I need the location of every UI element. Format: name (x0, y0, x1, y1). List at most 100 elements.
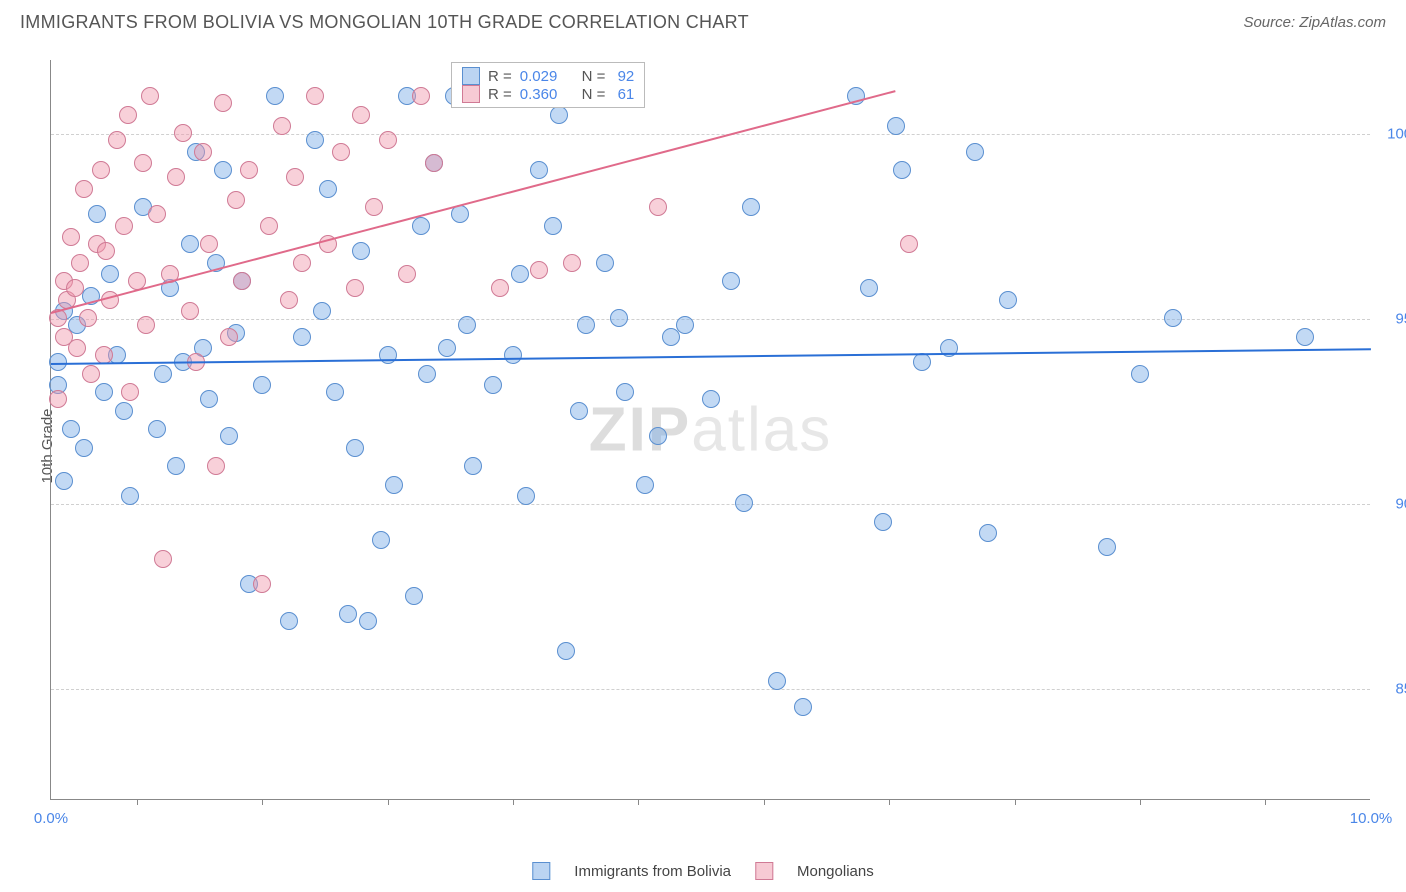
x-tick-mark (1265, 799, 1266, 805)
scatter-point (319, 180, 337, 198)
scatter-point (438, 339, 456, 357)
scatter-point (405, 587, 423, 605)
scatter-point (88, 205, 106, 223)
y-tick-label: 95.0% (1395, 311, 1406, 328)
scatter-point (530, 161, 548, 179)
legend-swatch-pink (755, 862, 773, 880)
scatter-point (174, 124, 192, 142)
r-label: R = (488, 86, 512, 103)
scatter-point (306, 87, 324, 105)
scatter-point (134, 154, 152, 172)
chart-plot-area: ZIPatlas 85.0%90.0%95.0%100.0%0.0%10.0%R… (50, 60, 1370, 800)
scatter-point (1098, 538, 1116, 556)
scatter-point (425, 154, 443, 172)
legend-label-1: Immigrants from Bolivia (574, 863, 731, 880)
scatter-point (260, 217, 278, 235)
scatter-point (326, 383, 344, 401)
scatter-point (108, 131, 126, 149)
scatter-point (418, 365, 436, 383)
scatter-point (95, 383, 113, 401)
x-tick-mark (388, 799, 389, 805)
scatter-point (167, 168, 185, 186)
scatter-point (220, 328, 238, 346)
scatter-point (62, 420, 80, 438)
x-tick-mark (262, 799, 263, 805)
scatter-point (352, 106, 370, 124)
scatter-point (119, 106, 137, 124)
scatter-point (874, 513, 892, 531)
scatter-point (62, 228, 80, 246)
scatter-point (71, 254, 89, 272)
legend-row: R =0.029 N = 92 (462, 67, 634, 85)
scatter-point (464, 457, 482, 475)
scatter-point (412, 217, 430, 235)
gridline (51, 504, 1370, 505)
scatter-point (141, 87, 159, 105)
scatter-point (346, 439, 364, 457)
x-tick-mark (1015, 799, 1016, 805)
scatter-point (563, 254, 581, 272)
scatter-point (55, 472, 73, 490)
scatter-point (79, 309, 97, 327)
source-label: Source: ZipAtlas.com (1243, 14, 1386, 31)
scatter-point (181, 235, 199, 253)
scatter-point (676, 316, 694, 334)
scatter-point (121, 487, 139, 505)
scatter-point (49, 390, 67, 408)
legend-label-2: Mongolians (797, 863, 874, 880)
x-tick-mark (137, 799, 138, 805)
scatter-point (491, 279, 509, 297)
scatter-point (332, 143, 350, 161)
scatter-point (768, 672, 786, 690)
scatter-point (966, 143, 984, 161)
scatter-point (167, 457, 185, 475)
trend-line (51, 90, 896, 314)
scatter-point (115, 217, 133, 235)
scatter-point (346, 279, 364, 297)
n-label: N = (582, 86, 606, 103)
scatter-point (352, 242, 370, 260)
y-tick-label: 90.0% (1395, 496, 1406, 513)
r-label: R = (488, 68, 512, 85)
scatter-point (794, 698, 812, 716)
n-label: N = (582, 68, 606, 85)
scatter-point (385, 476, 403, 494)
scatter-point (359, 612, 377, 630)
scatter-point (293, 328, 311, 346)
scatter-point (154, 550, 172, 568)
scatter-point (616, 383, 634, 401)
scatter-point (517, 487, 535, 505)
scatter-point (148, 205, 166, 223)
correlation-legend: R =0.029 N = 92R =0.360 N = 61 (451, 62, 645, 108)
scatter-point (253, 575, 271, 593)
scatter-point (66, 279, 84, 297)
scatter-point (97, 242, 115, 260)
scatter-point (306, 131, 324, 149)
scatter-point (913, 353, 931, 371)
scatter-point (214, 94, 232, 112)
scatter-point (530, 261, 548, 279)
scatter-point (649, 198, 667, 216)
scatter-point (511, 265, 529, 283)
scatter-point (1296, 328, 1314, 346)
scatter-point (286, 168, 304, 186)
scatter-point (544, 217, 562, 235)
scatter-point (379, 131, 397, 149)
scatter-point (207, 457, 225, 475)
n-value: 92 (613, 68, 634, 85)
x-tick-mark (513, 799, 514, 805)
scatter-point (550, 106, 568, 124)
scatter-point (92, 161, 110, 179)
scatter-point (900, 235, 918, 253)
scatter-point (458, 316, 476, 334)
scatter-point (137, 316, 155, 334)
legend-swatch (462, 67, 480, 85)
scatter-point (504, 346, 522, 364)
scatter-point (412, 87, 430, 105)
legend-bottom: Immigrants from Bolivia Mongolians (532, 862, 873, 880)
scatter-point (557, 642, 575, 660)
scatter-point (101, 265, 119, 283)
scatter-point (365, 198, 383, 216)
scatter-point (398, 265, 416, 283)
x-tick-label: 10.0% (1350, 810, 1393, 827)
